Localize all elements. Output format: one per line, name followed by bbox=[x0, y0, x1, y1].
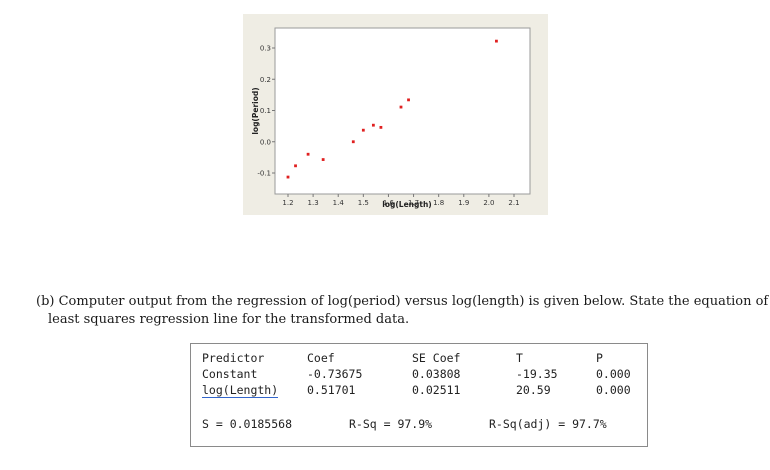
table-row: log(Length) 0.51701 0.02511 20.59 0.000 bbox=[202, 382, 646, 398]
x-tick-label: 1.4 bbox=[333, 199, 345, 207]
x-tick-label: 1.6 bbox=[383, 199, 395, 207]
y-tick-label: 0.3 bbox=[260, 45, 271, 53]
data-points bbox=[286, 39, 498, 179]
header-t: T bbox=[516, 351, 523, 365]
x-axis: 1.2 1.3 1.4 1.5 1.6 1.7 1.8 1.9 2.0 2.1 bbox=[282, 194, 520, 207]
scatter-plot-panel: -0.1 0.0 0.1 0.2 0.3 1.2 1.3 1.4 1.5 1.6 1.7 1.8 1.… bbox=[243, 14, 548, 215]
cell-coef: -0.73675 bbox=[307, 367, 363, 381]
cell-t: -19.35 bbox=[516, 367, 558, 381]
data-point bbox=[407, 98, 410, 102]
scatter-plot: -0.10.00.10.20.3 1.2 1.3 1.4 1.5 1.6 1.7 1.8 1.… bbox=[251, 27, 531, 209]
cell-predictor-link[interactable]: log(Length) bbox=[202, 383, 279, 398]
cell-t: 20.59 bbox=[516, 383, 551, 397]
question-line-2: least squares regression line for the tr… bbox=[48, 312, 410, 327]
data-point bbox=[361, 128, 365, 132]
s-value: S = 0.0185568 bbox=[202, 417, 293, 431]
table-header-row: Predictor Coef SE Coef T P bbox=[202, 350, 646, 366]
x-tick-label: 1.3 bbox=[308, 199, 319, 207]
data-point bbox=[294, 164, 297, 168]
cell-p: 0.000 bbox=[596, 383, 631, 397]
y-axis: -0.1 0.0 0.1 0.2 0.3 bbox=[257, 45, 275, 178]
x-tick-label: 1.5 bbox=[358, 199, 369, 207]
y-tick-label: 0.1 bbox=[260, 107, 271, 115]
x-axis-label: log(Length) bbox=[382, 200, 431, 209]
y-tick-label: 0.0 bbox=[260, 138, 271, 146]
cell-predictor: Constant bbox=[202, 367, 258, 381]
r-squared: R-Sq = 97.9% bbox=[349, 417, 433, 431]
header-coef: Coef bbox=[307, 351, 335, 365]
y-tick-label: 0.2 bbox=[260, 76, 271, 84]
header-p: P bbox=[596, 351, 603, 365]
regression-output: Predictor Coef SE Coef T P Constant -0.7… bbox=[190, 343, 648, 447]
cell-se-coef: 0.03808 bbox=[412, 367, 461, 381]
data-point bbox=[286, 175, 290, 179]
header-predictor: Predictor bbox=[202, 351, 265, 365]
x-tick-label: 1.9 bbox=[458, 199, 469, 207]
cell-se-coef: 0.02511 bbox=[412, 383, 461, 397]
y-axis-label: log(Period) bbox=[251, 87, 260, 134]
question-line-1: (b) Computer output from the regression … bbox=[36, 294, 770, 309]
data-point bbox=[371, 123, 375, 127]
table-row: Constant -0.73675 0.03808 -19.35 0.000 bbox=[202, 366, 646, 382]
coefficient-table: Predictor Coef SE Coef T P Constant -0.7… bbox=[202, 350, 646, 398]
question-text: (b) Computer output from the regression … bbox=[36, 293, 770, 329]
data-point bbox=[321, 158, 325, 161]
data-point bbox=[399, 105, 403, 109]
cell-p: 0.000 bbox=[596, 367, 631, 381]
x-tick-label: 1.7 bbox=[408, 199, 419, 207]
x-tick-label: 1.2 bbox=[282, 199, 293, 207]
header-se-coef: SE Coef bbox=[412, 351, 461, 365]
x-tick-label: 2.1 bbox=[508, 199, 519, 207]
data-point bbox=[495, 39, 498, 43]
cell-coef: 0.51701 bbox=[307, 383, 356, 397]
x-tick-label: 1.8 bbox=[433, 199, 444, 207]
y-tick-label: -0.1 bbox=[257, 170, 271, 178]
data-point bbox=[351, 140, 355, 144]
r-squared-adjusted: R-Sq(adj) = 97.7% bbox=[489, 417, 607, 431]
data-point bbox=[379, 125, 383, 129]
data-point bbox=[306, 152, 310, 156]
x-tick-label: 2.0 bbox=[483, 199, 494, 207]
plot-area bbox=[274, 27, 531, 195]
